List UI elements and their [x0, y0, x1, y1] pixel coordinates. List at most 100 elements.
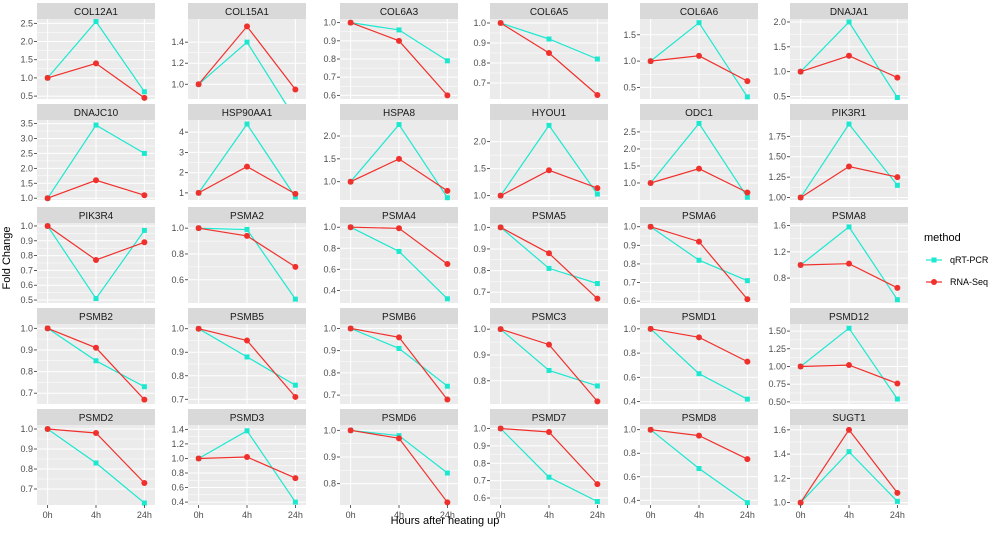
data-point-qrt-pcr: [546, 367, 552, 373]
data-point-rna-seq: [846, 362, 852, 369]
data-point-rna-seq: [244, 232, 250, 239]
panel-psmd8: PSMD8 0.4 0.6 0.8 1.0: [623, 409, 758, 505]
data-point-rna-seq: [444, 499, 451, 506]
data-point-rna-seq: [347, 427, 354, 434]
x-tick-label: 4h: [91, 510, 101, 520]
y-tick-label: 0.7: [20, 265, 33, 275]
facet-strip: [188, 207, 306, 223]
facet-strip: [37, 104, 155, 120]
data-point-rna-seq: [594, 92, 601, 98]
facet-strip: [340, 3, 458, 19]
facet-strip-label: DNAJC10: [74, 108, 119, 119]
data-point-qrt-pcr: [594, 499, 600, 505]
panel-psma5: PSMA5 0.7 0.8 0.9 1.0: [473, 207, 608, 303]
facet-strip-label: PSMD8: [682, 413, 717, 424]
data-point-rna-seq: [444, 187, 451, 194]
y-tick-label: 0.6: [623, 472, 636, 482]
y-tick-label: 0.8: [323, 54, 336, 64]
data-point-qrt-pcr: [744, 194, 750, 200]
x-tick-label: 24h: [890, 510, 905, 520]
data-point-qrt-pcr: [396, 248, 402, 254]
facet-strip: [640, 104, 758, 120]
x-axis-title: Hours after heating up: [391, 515, 500, 527]
y-tick-label: 0.9: [171, 347, 184, 357]
data-point-rna-seq: [696, 52, 702, 59]
data-point-rna-seq: [744, 296, 751, 303]
y-tick-label: 0.7: [473, 78, 486, 88]
panel-psma4: PSMA4 0.4 0.6 0.8 1.0: [323, 207, 458, 303]
data-point-rna-seq: [497, 224, 504, 231]
x-tick-label: 0h: [194, 510, 204, 520]
y-tick-label: 1.4: [171, 424, 184, 434]
data-point-rna-seq: [244, 454, 250, 460]
y-tick-label: 0.9: [473, 350, 486, 360]
y-tick-label: 0.8: [473, 266, 486, 276]
panel-hsp90aa1: HSP90AA1 1 2 3 4: [179, 104, 306, 200]
data-point-qrt-pcr: [444, 195, 450, 201]
legend-label-rna-seq: RNA-Seq: [950, 277, 988, 287]
data-point-qrt-pcr: [292, 382, 298, 388]
facet-strip: [340, 207, 458, 223]
panel-sugt1: SUGT1 1.0 1.2 1.4 1.6: [773, 409, 908, 508]
y-tick-label: 0.7: [473, 287, 486, 297]
data-point-rna-seq: [744, 78, 751, 85]
y-tick-label: 2.5: [20, 18, 33, 28]
y-tick-label: 0.75: [768, 379, 786, 389]
y-tick-label: 0.8: [20, 251, 33, 261]
facet-strip: [37, 3, 155, 19]
data-point-rna-seq: [396, 225, 402, 232]
y-tick-label: 0.7: [323, 390, 336, 400]
facet-strip-label: PSMD2: [79, 413, 114, 424]
y-tick-label: 1.0: [473, 222, 486, 232]
y-tick-label: 1.0: [473, 423, 486, 433]
data-point-qrt-pcr: [444, 470, 450, 476]
facet-strip: [640, 409, 758, 425]
y-tick-label: 0.8: [20, 367, 33, 377]
y-tick-label: 1.0: [20, 424, 33, 434]
x-tick-label: 24h: [590, 510, 605, 520]
y-tick-label: 0.50: [768, 397, 786, 407]
data-point-rna-seq: [846, 260, 852, 267]
y-tick-label: 1.0: [623, 324, 636, 334]
data-point-rna-seq: [846, 52, 852, 59]
y-tick-label: 1.0: [773, 67, 786, 77]
x-tick-label: 4h: [544, 510, 554, 520]
data-point-rna-seq: [797, 194, 804, 201]
y-tick-label: 1.0: [323, 425, 336, 435]
panel-psmd1: PSMD1 0.4 0.6 0.8 1.0: [623, 308, 758, 407]
data-point-qrt-pcr: [696, 20, 702, 26]
facet-strip: [188, 3, 306, 19]
data-point-rna-seq: [93, 257, 99, 264]
facet-strip: [340, 409, 458, 425]
y-tick-label: 0.9: [20, 444, 33, 454]
y-tick-label: 1.25: [768, 344, 786, 354]
data-point-rna-seq: [444, 261, 451, 268]
data-point-rna-seq: [93, 344, 99, 351]
y-tick-label: 0.7: [473, 476, 486, 486]
panel-psmb5: PSMB5 0.7 0.8 0.9 1.0: [171, 308, 306, 404]
facet-strip-label: PSMA4: [382, 211, 416, 222]
facet-strip-label: PSMA5: [532, 211, 566, 222]
data-point-rna-seq: [894, 489, 901, 496]
data-point-rna-seq: [292, 475, 299, 482]
data-point-qrt-pcr: [93, 358, 99, 364]
data-point-rna-seq: [141, 94, 148, 101]
legend-item-rna-seq: RNA-Seq: [926, 277, 988, 287]
data-point-rna-seq: [195, 189, 202, 196]
data-point-rna-seq: [696, 238, 702, 245]
data-point-rna-seq: [894, 284, 901, 291]
y-tick-label: 1.6: [773, 425, 786, 435]
data-point-rna-seq: [347, 178, 354, 185]
data-point-rna-seq: [396, 155, 402, 162]
data-point-rna-seq: [594, 481, 601, 488]
y-tick-label: 0.4: [623, 397, 636, 407]
data-point-rna-seq: [292, 263, 299, 270]
y-tick-label: 1.75: [768, 131, 786, 141]
data-point-qrt-pcr: [696, 257, 702, 263]
data-point-rna-seq: [647, 179, 654, 186]
y-tick-label: 0.8: [20, 464, 33, 474]
y-tick-label: 0.7: [171, 394, 184, 404]
panel-odc1: ODC1 1.0 1.5 2.0 2.5: [623, 104, 758, 200]
y-tick-label: 1.0: [623, 178, 636, 188]
y-tick-label: 0.9: [323, 346, 336, 356]
